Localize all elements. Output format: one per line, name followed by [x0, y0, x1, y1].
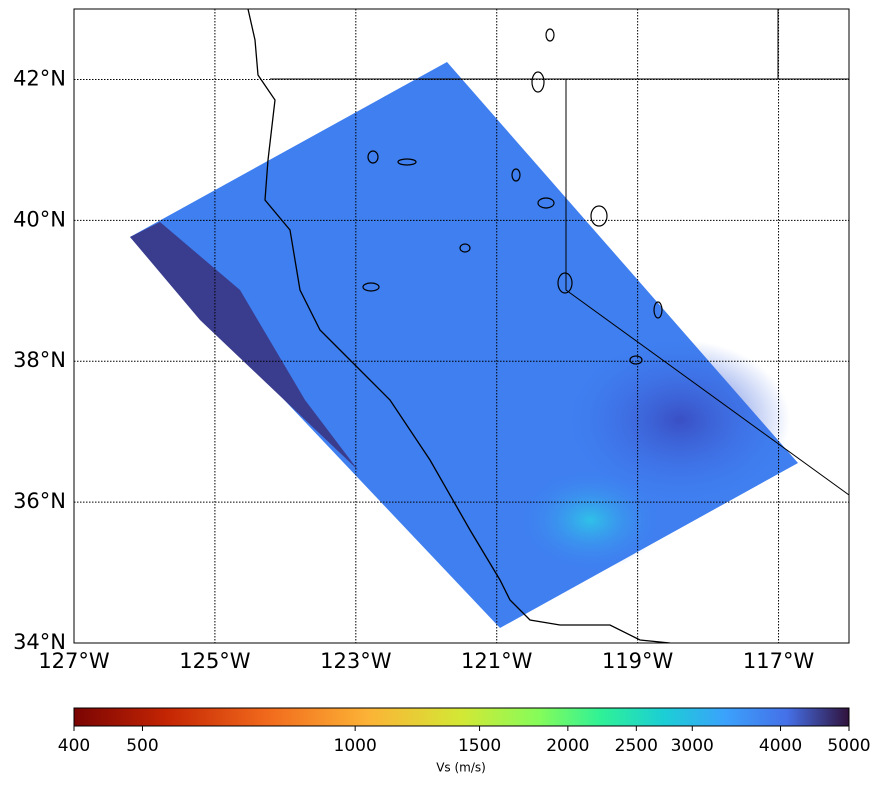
lat-tick-label: 42°N — [13, 66, 66, 90]
colorbar-tick-label: 1000 — [334, 736, 377, 756]
colorbar-label: Vs (m/s) — [436, 761, 486, 775]
lat-tick-label: 36°N — [13, 489, 66, 513]
vs-low-region — [130, 222, 358, 470]
colorbar-tick-label: 400 — [58, 736, 90, 756]
lat-tick-label: 38°N — [13, 348, 66, 372]
lon-tick-label: 127°W — [38, 649, 110, 673]
colorbar-tick-label: 4000 — [759, 736, 802, 756]
lon-tick-label: 125°W — [179, 649, 251, 673]
lakes — [362, 28, 663, 365]
colorbar-tick-label: 5000 — [827, 736, 870, 756]
lon-tick-label: 117°W — [743, 649, 815, 673]
colorbar — [73, 707, 850, 727]
map-area — [130, 9, 849, 643]
colorbar-tick-label: 500 — [126, 736, 158, 756]
lat-tick-label: 40°N — [13, 207, 66, 231]
coastline — [247, 9, 671, 643]
colorbar-tick-label: 2000 — [546, 736, 589, 756]
lon-tick-label: 121°W — [461, 649, 533, 673]
colorbar-tick-label: 1500 — [458, 736, 501, 756]
vs-region — [570, 340, 790, 500]
lat-tick-label: 34°N — [13, 630, 66, 654]
lon-tick-label: 119°W — [602, 649, 674, 673]
lon-tick-label: 123°W — [320, 649, 392, 673]
vs-region — [520, 470, 660, 570]
colorbar-tick-label: 3000 — [671, 736, 714, 756]
colorbar-tick-label: 2500 — [615, 736, 658, 756]
